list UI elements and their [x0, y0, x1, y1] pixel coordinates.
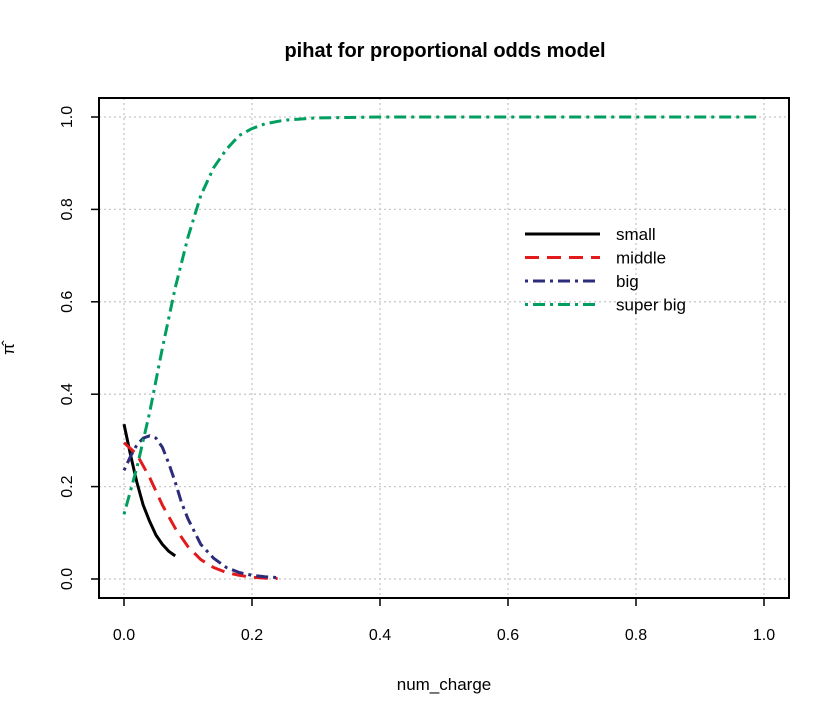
series-line-small [122, 423, 177, 558]
x-tick-label: 0.4 [369, 627, 391, 644]
x-axis: 0.0 0.2 0.4 0.6 0.8 1.0 [113, 598, 775, 644]
legend-label: small [616, 225, 656, 244]
y-tick-label: 0.8 [59, 198, 76, 220]
series-line-big [122, 434, 278, 580]
legend-label: super big [616, 296, 686, 315]
x-tick-label: 0.0 [113, 627, 135, 644]
y-tick-label: 0.0 [59, 568, 76, 590]
chart-title: pihat for proportional odds model [284, 40, 605, 62]
series-layer [122, 115, 758, 580]
legend-label: middle [616, 249, 666, 268]
y-axis-label: π̂ [0, 340, 18, 355]
legend-label: big [616, 272, 639, 291]
y-tick-label: 1.0 [59, 106, 76, 128]
y-tick-label: 0.2 [59, 475, 76, 497]
series-line-middle [122, 441, 278, 580]
grid [99, 98, 789, 598]
y-axis: 0.0 0.2 0.4 0.6 0.8 1.0 [59, 106, 99, 590]
x-axis-label: num_charge [397, 675, 492, 694]
y-tick-label: 0.6 [59, 291, 76, 313]
x-tick-label: 0.8 [625, 627, 647, 644]
y-tick-label: 0.4 [59, 383, 76, 405]
x-tick-label: 0.2 [241, 627, 263, 644]
series-line-super-big [122, 115, 758, 515]
x-tick-label: 0.6 [497, 627, 519, 644]
plot-frame [98, 97, 790, 599]
legend: small middle big super big [525, 225, 686, 315]
x-tick-label: 1.0 [753, 627, 775, 644]
